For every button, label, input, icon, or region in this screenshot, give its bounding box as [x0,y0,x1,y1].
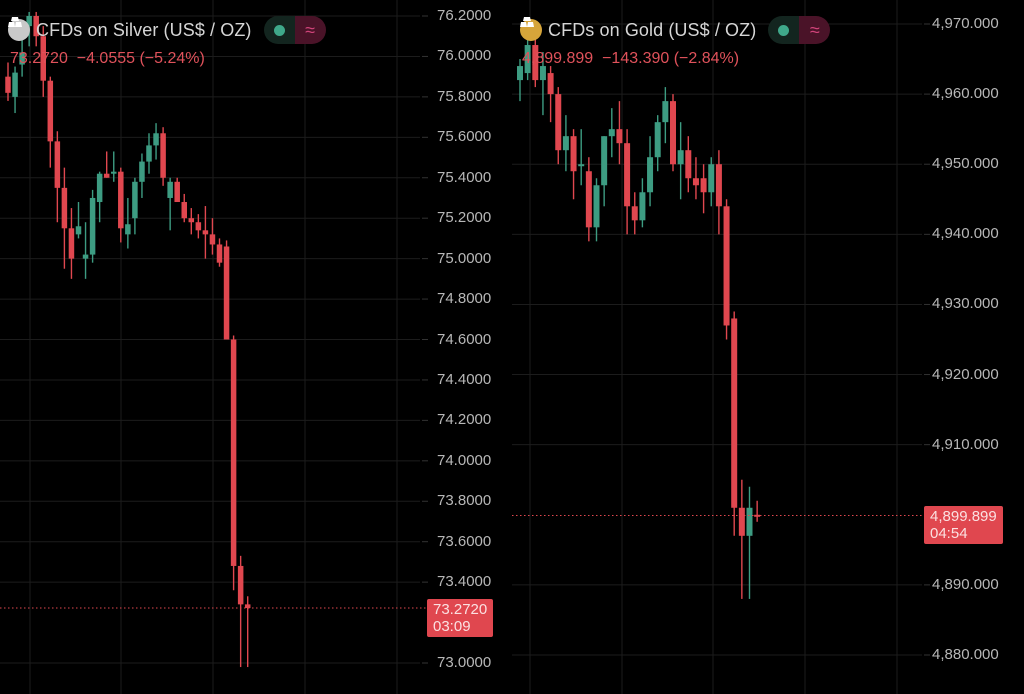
silver-last-price: 73.2720 [10,50,68,67]
price-axis-label: 73.6000 [437,532,492,550]
price-axis-label: 4,950.000 [932,155,999,173]
price-axis-label: 76.2000 [437,7,492,24]
gold-candlestick-chart[interactable] [512,0,1024,694]
price-axis-label: 76.0000 [437,47,492,65]
price-axis-label: 4,970.000 [932,15,999,32]
gold-tag-price: 4,899.899 [930,508,997,525]
silver-change: −4.0555 [76,50,136,67]
gold-price-tag: 4,899.899 04:54 [924,506,1003,544]
silver-status-toggle[interactable]: ≈ [263,16,326,44]
gold-chart-panel[interactable]: 4,970.000 4,960.000 4,950.000 4,940.000 4,93… [512,0,1024,694]
price-axis-label: 74.0000 [437,451,492,469]
price-axis-label: 75.0000 [437,249,492,267]
price-axis-label: 74.4000 [437,370,492,388]
gold-bars-icon [520,17,542,41]
price-axis-label: 75.6000 [437,128,492,146]
gold-change: −143.390 [602,50,670,67]
price-axis-label: 75.4000 [437,168,492,186]
price-axis-label: 73.4000 [437,573,492,591]
gold-title[interactable]: CFDs on Gold (US$ / OZ) [548,19,757,40]
price-axis-label: 4,960.000 [932,85,999,103]
wave-icon[interactable]: ≈ [799,16,831,44]
silver-header: CFDs on Silver (US$ / OZ) ≈ [8,16,326,44]
price-axis-label: 4,920.000 [932,365,999,383]
silver-quote: 73.2720 −4.0555 (−5.24%) [10,50,205,68]
price-axis-label: 74.2000 [437,411,492,429]
gold-change-pct: (−2.84%) [673,50,740,67]
price-axis-label: 75.8000 [437,87,492,105]
silver-candlestick-chart[interactable] [0,0,512,694]
gold-header: CFDs on Gold (US$ / OZ) ≈ [520,16,831,44]
silver-tag-price: 73.2720 [433,601,488,618]
silver-bars-icon [8,17,30,41]
price-axis-label: 73.0000 [437,654,492,671]
price-axis-label: 73.8000 [437,492,492,510]
silver-change-pct: (−5.24%) [139,50,205,67]
price-axis-label: 4,940.000 [932,225,999,243]
silver-chart-panel[interactable]: 76.2000 76.0000 75.8000 75.6000 75.4000 75.20… [0,0,512,694]
gold-last-price: 4,899.899 [522,50,594,67]
wave-icon[interactable]: ≈ [294,16,326,44]
gold-tag-countdown: 04:54 [930,525,968,542]
price-axis-label: 4,880.000 [932,646,999,663]
price-axis-label: 74.8000 [437,290,492,308]
price-axis-label: 75.2000 [437,209,492,227]
price-axis-label: 4,910.000 [932,435,999,453]
price-axis-label: 74.6000 [437,330,492,348]
gold-status-toggle[interactable]: ≈ [768,16,831,44]
price-axis-label: 4,930.000 [932,295,999,313]
silver-price-tag: 73.2720 03:09 [427,599,494,637]
market-open-dot-icon[interactable] [263,16,295,44]
gold-quote: 4,899.899 −143.390 (−2.84%) [522,50,739,68]
silver-title[interactable]: CFDs on Silver (US$ / OZ) [36,19,252,40]
price-axis-label: 4,890.000 [932,575,999,593]
silver-tag-countdown: 03:09 [433,618,471,635]
market-open-dot-icon[interactable] [768,16,800,44]
